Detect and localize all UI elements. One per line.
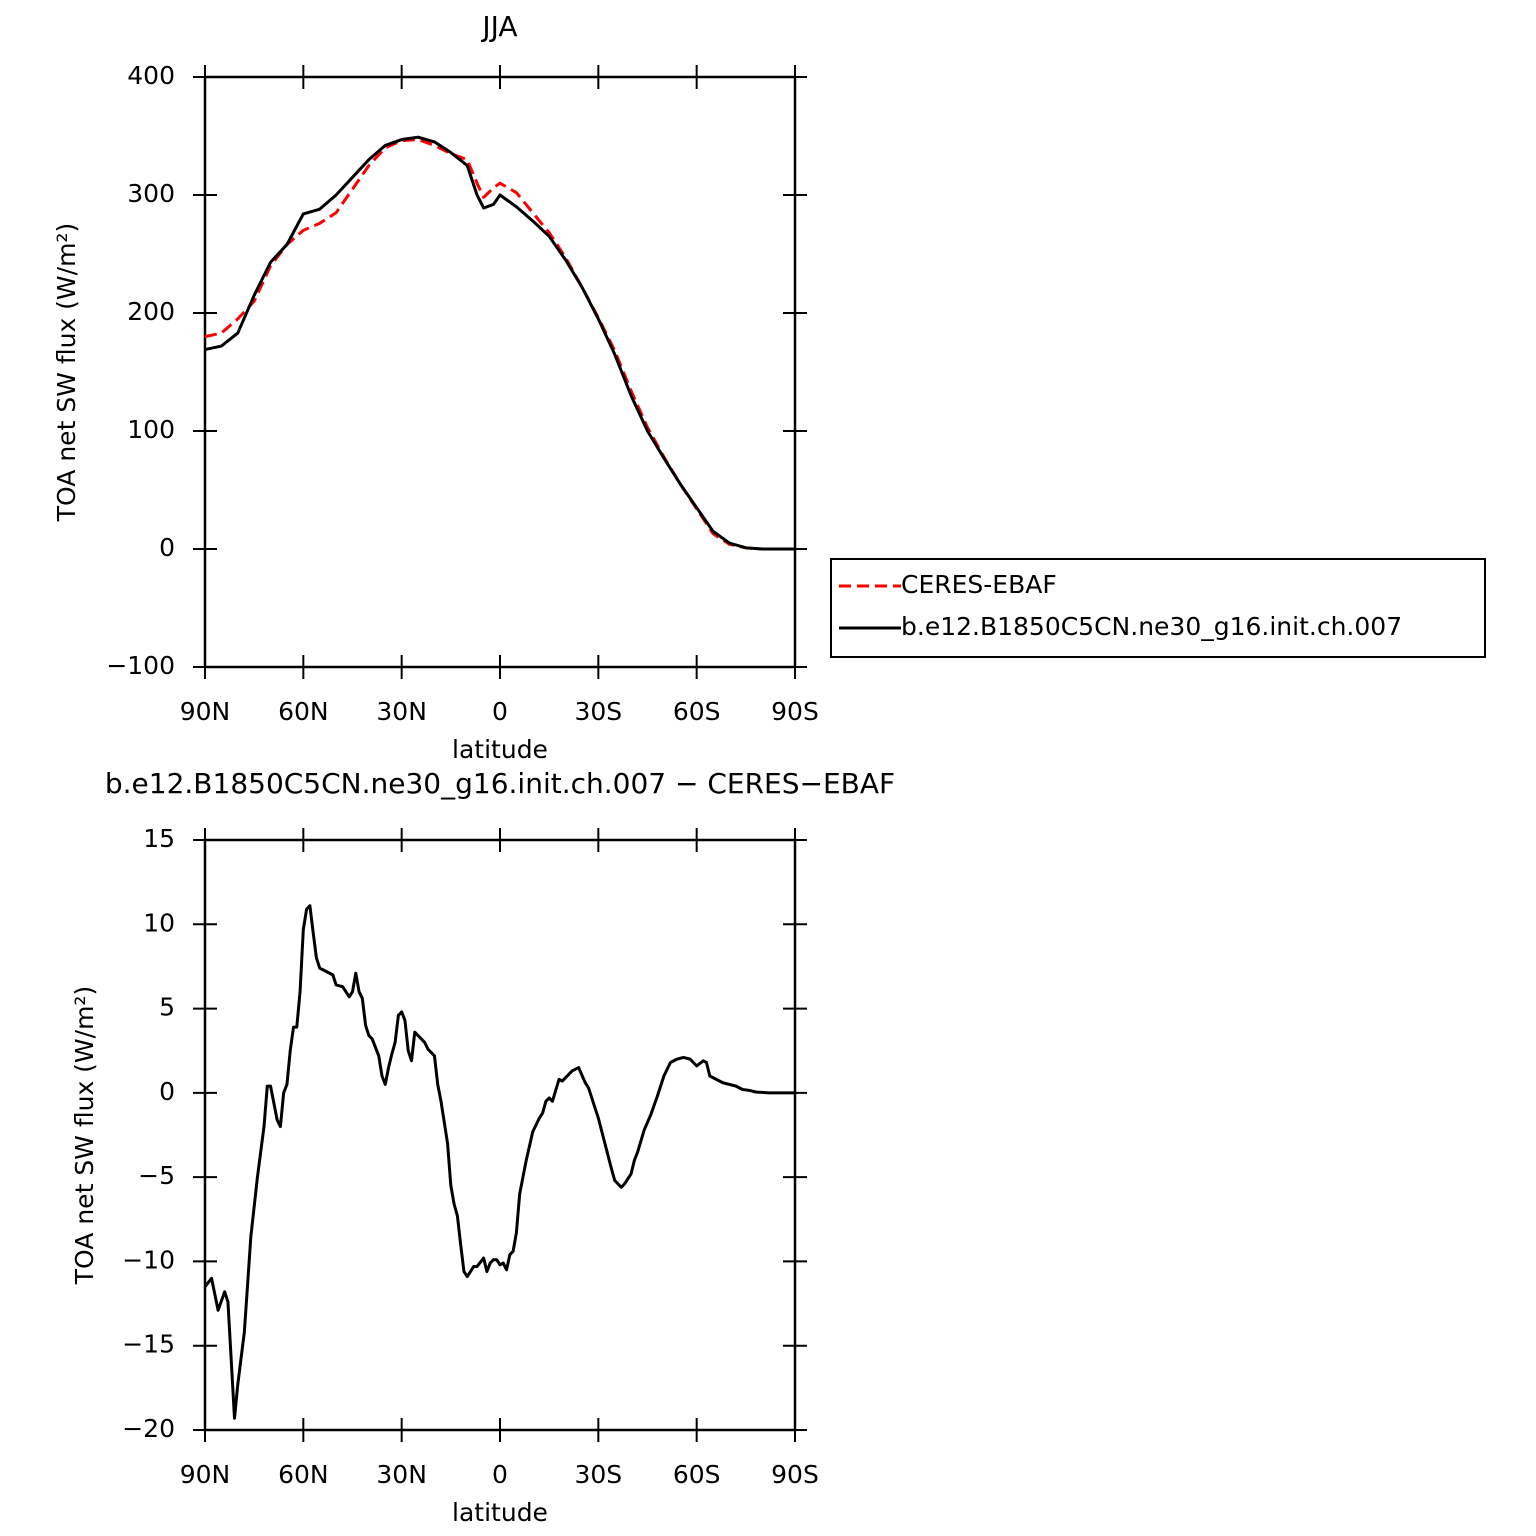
chart-title: JJA (480, 10, 517, 43)
y-tick-label: 5 (159, 993, 175, 1022)
chart-title: b.e12.B1850C5CN.ne30_g16.init.ch.007 − C… (105, 767, 895, 800)
x-axis-label: latitude (452, 735, 548, 764)
y-tick-label: −5 (138, 1161, 175, 1190)
legend-label: b.e12.B1850C5CN.ne30_g16.init.ch.007 (901, 612, 1402, 641)
y-tick-label: 0 (159, 533, 175, 562)
x-tick-label: 60S (673, 697, 721, 726)
plot-frame (203, 838, 797, 1432)
x-tick-label: 0 (492, 1460, 508, 1489)
x-tick-label: 90S (771, 697, 819, 726)
y-tick-label: 400 (127, 61, 175, 90)
y-tick-label: 0 (159, 1077, 175, 1106)
x-tick-label: 60S (673, 1460, 721, 1489)
y-tick-label: −20 (122, 1414, 175, 1443)
x-tick-label: 30N (376, 1460, 427, 1489)
x-tick-label: 30N (376, 697, 427, 726)
plot-frame (203, 75, 797, 669)
legend-box (830, 558, 1486, 658)
data-line (204, 138, 795, 551)
x-tick-label: 90N (180, 697, 231, 726)
x-axis-label: latitude (452, 1498, 548, 1527)
y-axis-label: TOA net SW flux (W/m²) (70, 986, 99, 1285)
y-tick-label: 10 (143, 908, 175, 937)
data-line (203, 904, 795, 1420)
y-tick-label: −100 (106, 651, 175, 680)
y-axis-label: TOA net SW flux (W/m²) (52, 223, 81, 522)
y-tick-label: 300 (127, 179, 175, 208)
y-tick-label: 200 (127, 297, 175, 326)
x-tick-label: 90N (180, 1460, 231, 1489)
x-tick-label: 30S (574, 1460, 622, 1489)
y-tick-label: −10 (122, 1245, 175, 1274)
legend-label: CERES-EBAF (901, 570, 1057, 599)
y-tick-label: −15 (122, 1330, 175, 1359)
x-tick-label: 30S (574, 697, 622, 726)
data-line (204, 135, 795, 551)
y-tick-label: 15 (143, 824, 175, 853)
y-tick-label: 100 (127, 415, 175, 444)
x-tick-label: 60N (278, 697, 329, 726)
x-tick-label: 60N (278, 1460, 329, 1489)
x-tick-label: 0 (492, 697, 508, 726)
x-tick-label: 90S (771, 1460, 819, 1489)
